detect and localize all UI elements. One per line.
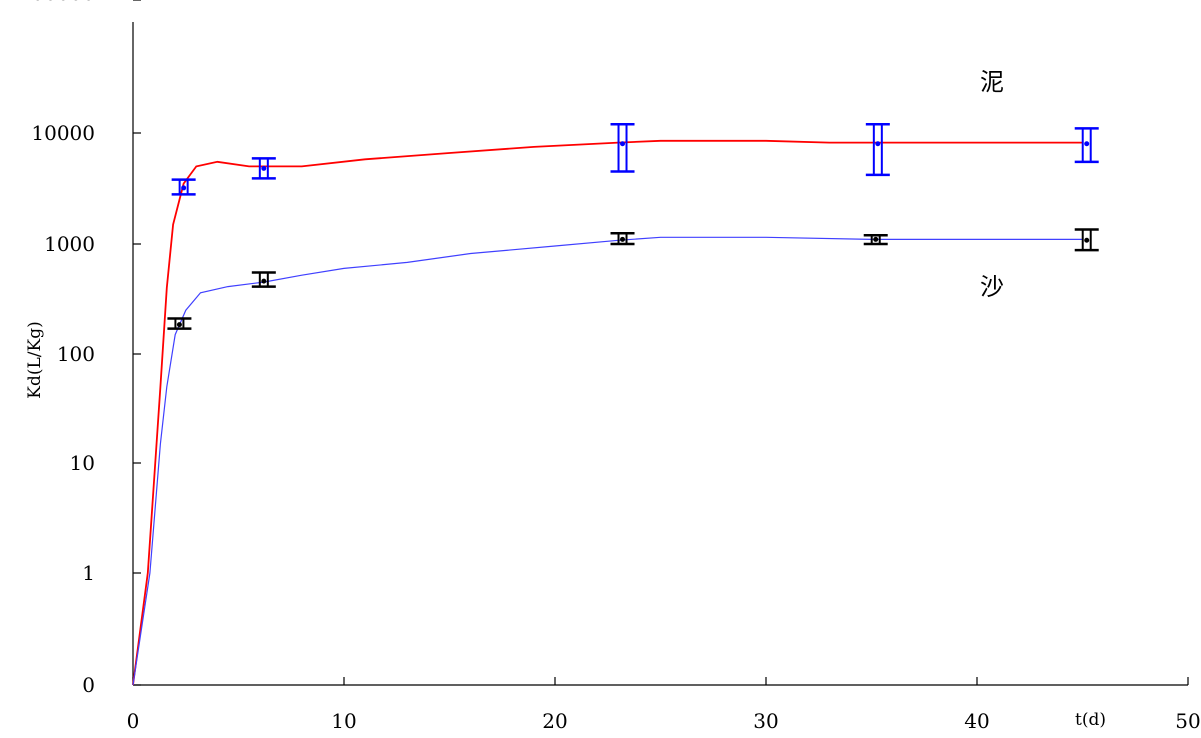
x-tick-label: 20 [542, 709, 567, 733]
y-tick-label: 100000 [19, 0, 95, 5]
y-tick-label: 1 [82, 561, 95, 585]
point-marker [875, 141, 881, 147]
point-marker [873, 236, 879, 242]
point-marker [1084, 141, 1090, 147]
x-axis-label: t(d) [1075, 710, 1106, 730]
y-axis-label: Kd(L/Kg) [25, 321, 45, 398]
series-1 [132, 228, 1099, 686]
series-0 [132, 122, 1099, 686]
data-point [251, 271, 276, 288]
data-point [1074, 127, 1099, 164]
series-label-sand: 沙 [980, 273, 1004, 301]
series-line [132, 236, 1083, 686]
y-tick-label: 0 [82, 673, 95, 697]
x-tick-label: 50 [1175, 709, 1200, 733]
x-tick-label: 40 [964, 709, 989, 733]
point-marker [261, 165, 267, 171]
y-tick-label: 1000 [44, 232, 95, 256]
data-point [251, 157, 276, 180]
point-marker [620, 141, 626, 147]
data-point [610, 231, 635, 246]
series-line [132, 139, 1083, 686]
data-point [610, 122, 635, 173]
labels: t(d) Kd(L/Kg) 泥 沙 [25, 68, 1106, 730]
data-point [863, 233, 888, 246]
point-marker [1084, 237, 1090, 243]
data-point [171, 178, 196, 196]
point-marker [261, 278, 267, 284]
series-layer [132, 122, 1099, 686]
y-tick-label: 10 [70, 451, 95, 475]
point-marker [181, 185, 187, 191]
data-point [167, 317, 192, 330]
point-marker [620, 236, 626, 242]
data-point [865, 122, 890, 177]
point-marker [176, 322, 182, 328]
x-tick-label: 10 [331, 709, 356, 733]
data-point [1074, 228, 1099, 252]
x-tick-label: 0 [127, 709, 140, 733]
y-tick-label: 10000 [31, 121, 95, 145]
axes: 0 10 20 30 40 50 0 1 10 100 1000 10000 100000 [19, 0, 1201, 733]
y-tick-label: 100 [57, 342, 95, 366]
x-tick-label: 30 [753, 709, 778, 733]
series-label-mud: 泥 [980, 68, 1004, 96]
